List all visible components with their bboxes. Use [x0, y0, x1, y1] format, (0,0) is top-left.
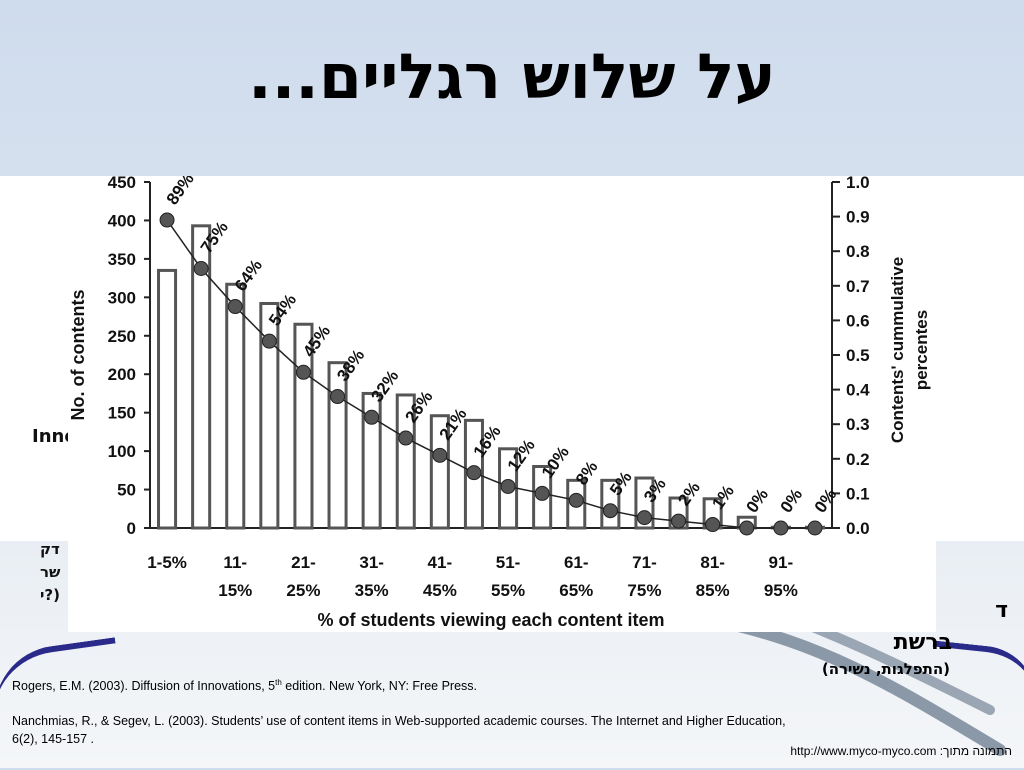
- cumulative-point: [398, 430, 414, 446]
- reference-text-end: edition. New York, NY: Free Press.: [281, 679, 478, 694]
- bar: [361, 391, 382, 530]
- x-tick-label: 85%: [696, 581, 730, 600]
- reference-nachmias: Nanchmias, R., & Segev, L. (2003). Stude…: [12, 714, 786, 746]
- cumulative-point: [500, 478, 516, 494]
- y-tick-label-left: 0: [127, 519, 136, 538]
- x-tick-label: 51-: [496, 553, 521, 572]
- bar: [429, 414, 450, 530]
- y-tick-label-left: 450: [108, 176, 136, 192]
- data-label: 0%: [811, 485, 841, 516]
- y-tick-label-right: 0.5: [846, 346, 870, 365]
- cumulative-point: [227, 299, 243, 315]
- x-axis-title: % of students viewing each content item: [317, 610, 664, 630]
- cumulative-point: [330, 389, 346, 405]
- right-hebrew-text-3: (התפלגות, נשירה): [821, 660, 950, 678]
- chart-svg: 0 50 100 150 200 250 300 350 400 450 0.0 0.1 0.2 0.3 0…: [68, 176, 931, 630]
- cumulative-point: [466, 465, 482, 481]
- x-tick-label: 71-: [632, 553, 657, 572]
- cumulative-point: [159, 212, 175, 228]
- x-tick-label: 15%: [218, 581, 252, 600]
- cumulative-point: [807, 520, 823, 536]
- cumulative-point: [534, 485, 550, 501]
- y-tick-label-left: 150: [108, 404, 136, 423]
- reference-rogers: Rogers, E.M. (2003). Diffusion of Innova…: [12, 678, 477, 693]
- y-tick-label-left: 50: [117, 481, 136, 500]
- chart-panel: 0 50 100 150 200 250 300 350 400 450 0.0 0.1 0.2 0.3 0…: [68, 176, 936, 632]
- x-tick-label: 45%: [423, 581, 457, 600]
- x-tick-label: 31-: [359, 553, 384, 572]
- bar: [395, 393, 416, 530]
- bar: [225, 282, 246, 530]
- x-tick-label: 61-: [564, 553, 589, 572]
- data-label: 0%: [777, 485, 807, 516]
- y-tick-label-right: 1.0: [846, 176, 870, 192]
- y-axis-title-left: No. of contents: [68, 290, 88, 421]
- cumulative-point: [602, 503, 618, 519]
- y-axis-title-right: Contents' cummulative: [888, 257, 907, 443]
- x-tick-label: 41-: [428, 553, 453, 572]
- side-text-fragment: Inno: [32, 426, 77, 447]
- cumulative-point: [295, 364, 311, 380]
- y-tick-label-left: 300: [108, 288, 136, 307]
- x-tick-label: 55%: [491, 581, 525, 600]
- y-tick-label-right: 0.3: [846, 415, 870, 434]
- cumulative-point: [773, 520, 789, 536]
- x-tick-label: 21-: [291, 553, 316, 572]
- bar: [327, 361, 348, 530]
- y-tick-label-left: 250: [108, 327, 136, 346]
- y-tick-label-right: 0.6: [846, 311, 870, 330]
- right-hebrew-text-2: ברשת: [893, 630, 952, 655]
- bar: [157, 268, 178, 530]
- y-tick-label-right: 0.7: [846, 277, 870, 296]
- cumulative-point: [739, 520, 755, 536]
- cumulative-point: [432, 447, 448, 463]
- cumulative-point: [568, 492, 584, 508]
- y-tick-label-left: 400: [108, 211, 136, 230]
- y-tick-label-right: 0.4: [846, 381, 870, 400]
- y-tick-label-right: 0.1: [846, 484, 870, 503]
- data-label: 89%: [163, 176, 198, 208]
- y-tick-label-left: 350: [108, 250, 136, 269]
- y-tick-label-right: 0.0: [846, 519, 870, 538]
- side-text-fragment: דק: [40, 540, 60, 558]
- y-tick-label-right: 0.8: [846, 242, 870, 261]
- reference-superscript: th: [275, 678, 282, 687]
- side-text-fragment: שר: [40, 563, 61, 581]
- x-tick-label: 25%: [286, 581, 320, 600]
- cumulative-point: [636, 510, 652, 526]
- cumulative-point: [193, 261, 209, 276]
- y-tick-label-right: 0.9: [846, 208, 870, 227]
- cumulative-point: [671, 513, 687, 529]
- y-tick-label-right: 0.2: [846, 450, 870, 469]
- slide-title: על שלוש רגליים...: [248, 40, 776, 113]
- cumulative-point: [705, 517, 721, 533]
- x-tick-label: 1-5%: [147, 553, 187, 572]
- x-tick-label: 11-: [223, 553, 247, 572]
- side-text-fragment: (?י: [40, 586, 60, 604]
- y-tick-label-left: 200: [108, 365, 136, 384]
- right-hebrew-text-1: ד: [995, 598, 1008, 623]
- image-credit: התמונה מתוך: http://www.myco-myco.com: [790, 744, 1012, 758]
- reference-text: Rogers, E.M. (2003). Diffusion of Innova…: [12, 679, 276, 694]
- x-tick-label: 35%: [355, 581, 389, 600]
- x-tick-label: 81-: [700, 553, 725, 572]
- y-tick-label-left: 100: [108, 442, 136, 461]
- x-tick-label: 75%: [627, 581, 661, 600]
- x-tick-label: 95%: [764, 581, 798, 600]
- x-tick-label: 91-: [769, 553, 794, 572]
- cumulative-point: [364, 409, 380, 425]
- bar: [191, 224, 212, 530]
- bar: [259, 301, 280, 530]
- y-axis-title-right: percentes: [912, 310, 931, 390]
- data-label: 0%: [742, 485, 772, 516]
- cumulative-point: [261, 333, 277, 349]
- x-tick-label: 65%: [559, 581, 593, 600]
